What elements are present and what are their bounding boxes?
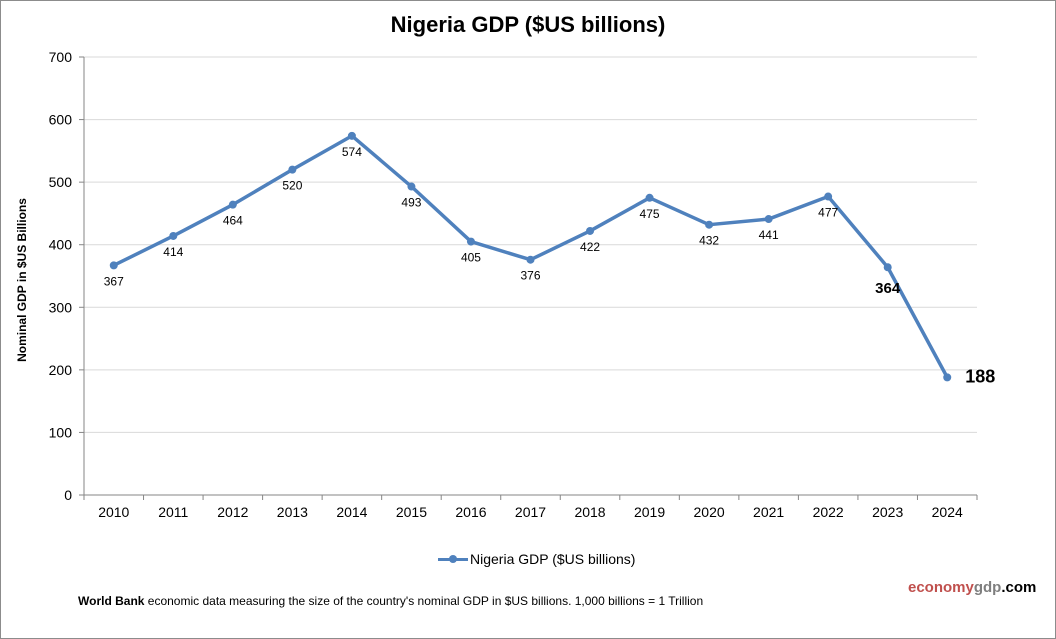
x-tick-label: 2014 [336,504,367,520]
source-description: economic data measuring the size of the … [144,594,704,608]
data-point [764,215,773,224]
x-tick-label: 2023 [872,504,903,520]
chart-title: Nigeria GDP ($US billions) [390,12,666,37]
data-point [586,226,595,235]
brand-part-gdp: gdp [973,579,1002,596]
data-point [943,373,952,382]
y-tick-label: 600 [49,112,73,128]
brand-part-com: .com [1001,579,1037,596]
brand-part-economy: economy [908,579,974,596]
data-label: 475 [640,207,660,221]
data-point [645,193,654,202]
y-tick-label: 100 [49,424,73,440]
data-point [883,263,892,272]
x-tick-label: 2012 [217,504,248,520]
data-label: 477 [818,206,838,220]
legend[interactable]: Nigeria GDP ($US billions) [438,551,635,567]
x-tick-label: 2019 [634,504,665,520]
source-note: World Bank economic data measuring the s… [78,594,703,608]
data-label: 188 [965,366,995,386]
data-point [705,220,714,229]
x-tick-label: 2022 [813,504,844,520]
x-tick-label: 2017 [515,504,546,520]
data-point [109,261,118,270]
data-point [824,192,833,201]
data-label: 414 [163,245,183,259]
y-tick-label: 0 [64,487,72,503]
x-tick-label: 2011 [158,504,188,520]
x-tick-label: 2013 [277,504,308,520]
y-tick-label: 500 [49,174,73,190]
data-label: 493 [401,196,421,210]
data-label: 574 [342,145,362,159]
y-tick-label: 200 [49,362,73,378]
data-label: 405 [461,251,481,265]
data-label: 464 [223,214,243,228]
y-tick-label: 300 [49,299,73,315]
data-label: 441 [759,228,779,242]
y-tick-label: 700 [49,49,73,65]
source-name: World Bank [78,594,145,608]
x-tick-label: 2015 [396,504,427,520]
y-tick-label: 400 [49,237,73,253]
brand-logo[interactable]: economygdp.com [908,579,1036,596]
data-label: 364 [875,280,901,297]
data-point [466,237,475,246]
x-tick-label: 2018 [574,504,605,520]
x-tick-label: 2010 [98,504,129,520]
data-point [347,131,356,140]
data-point [169,231,178,240]
data-point [228,200,237,209]
data-label: 432 [699,234,719,248]
x-tick-label: 2016 [455,504,486,520]
data-label: 520 [282,179,302,193]
x-tick-label: 2021 [753,504,784,520]
legend-label: Nigeria GDP ($US billions) [470,551,636,567]
data-label: 367 [104,274,124,288]
x-tick-label: 2024 [932,504,963,520]
data-point [526,255,535,264]
data-label: 376 [520,269,540,283]
legend-line-marker-icon [438,551,468,567]
x-tick-label: 2020 [694,504,725,520]
data-point [407,182,416,191]
data-label: 422 [580,240,600,254]
data-point [288,165,297,174]
